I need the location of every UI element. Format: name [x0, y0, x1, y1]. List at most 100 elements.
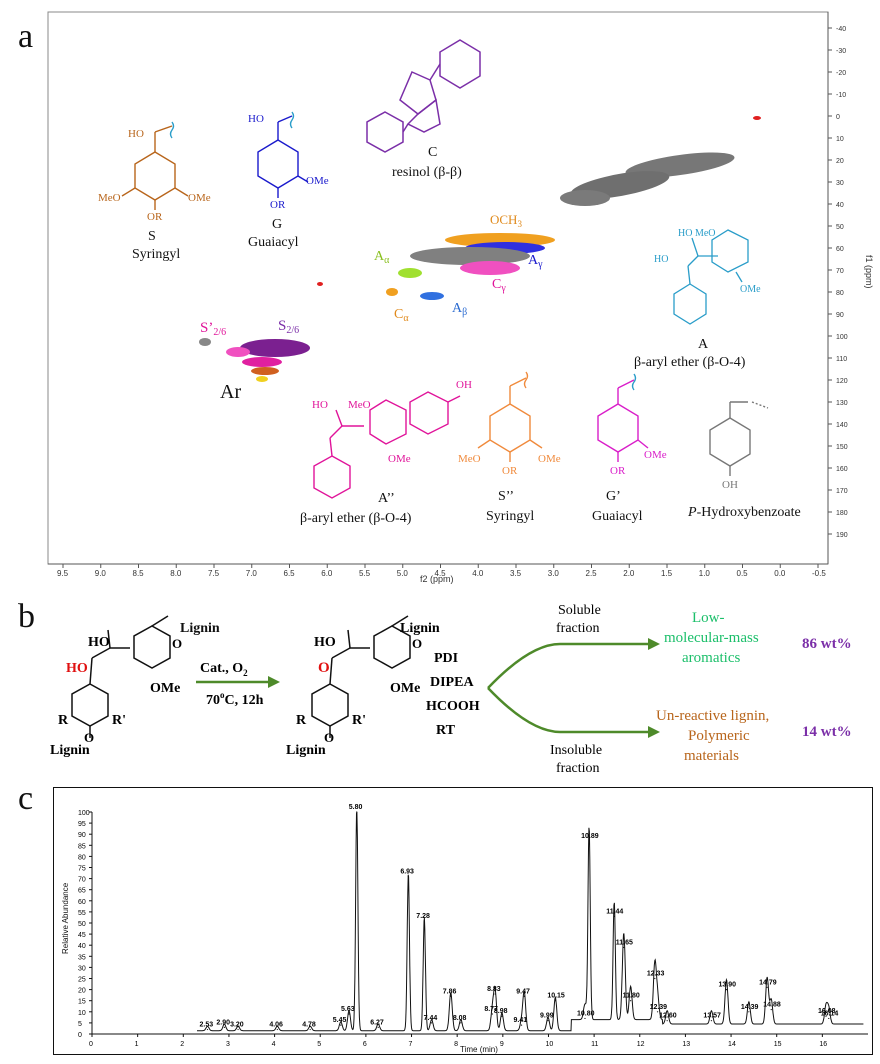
peak-red-small: [753, 116, 761, 120]
f1-tick-label: 10: [836, 136, 844, 143]
g-ho: HO: [248, 113, 264, 125]
c-peak-label: 13.90: [718, 982, 736, 989]
c-peak-label: 9.47: [516, 988, 530, 995]
f1-tick-label: 130: [836, 400, 848, 407]
peak-magenta-s26p: [226, 347, 250, 357]
c-y-tick: 75: [78, 866, 86, 873]
c-peak-point: [356, 811, 358, 813]
c-peak-point: [766, 986, 768, 988]
c-name: C: [428, 145, 437, 160]
c-x-tick: 15: [774, 1041, 782, 1048]
f1-tick-label: 140: [836, 422, 848, 429]
panel-b-label: b: [18, 598, 35, 635]
s2-desc: Syringyl: [486, 509, 534, 524]
g-name: G: [272, 217, 282, 232]
f1-tick-label: 0: [836, 114, 840, 121]
c-x-tick: 12: [637, 1041, 645, 1048]
c-peak-point: [630, 1000, 632, 1002]
gp-name: G’: [606, 489, 621, 504]
f2-tick-label: 6.0: [321, 569, 333, 578]
f2-tick-label: 3.5: [510, 569, 522, 578]
c-peak-point: [491, 1013, 493, 1015]
structure-a2: [313, 391, 461, 499]
gc-ms-chromatogram: Relative Abundance Time (min) 0510152025…: [61, 804, 868, 1054]
f1-tick-label: 70: [836, 268, 844, 275]
c-peak-point: [223, 1026, 225, 1028]
c-peak-label: 9.99: [540, 1013, 554, 1020]
c-peak-point: [494, 993, 496, 995]
f2-tick-label: 7.0: [246, 569, 258, 578]
peak-gray-3: [560, 190, 610, 206]
b-ome-1: OMe: [150, 681, 180, 696]
a2-ome: OMe: [388, 453, 411, 465]
c-y-tick: 50: [78, 921, 86, 928]
c-peak-label: 14.39: [741, 1004, 759, 1011]
c-peak-label: 5.45: [333, 1017, 347, 1024]
structure-a: [673, 229, 749, 325]
f2-tick-label: 3.0: [548, 569, 560, 578]
c-peak-label: 10.89: [581, 833, 599, 840]
c-peak-label: 7.86: [443, 988, 457, 995]
f1-tick-label: 100: [836, 334, 848, 341]
f1-tick-label: 110: [836, 356, 847, 363]
c-peak-point: [348, 1013, 350, 1015]
s2-name: S’’: [498, 489, 514, 504]
structure-p: [709, 401, 769, 476]
f2-tick-label: 1.0: [699, 569, 711, 578]
c-desc: resinol (β-β): [392, 165, 462, 180]
c-x-tick: 16: [819, 1041, 827, 1048]
c-x-tick: 11: [591, 1041, 598, 1048]
f2-tick-label: 6.5: [284, 569, 296, 578]
s2-meo: MeO: [458, 453, 481, 465]
c-peak-point: [340, 1024, 342, 1026]
b-yield-soluble: 86 wt%: [802, 636, 852, 652]
f1-tick-label: 120: [836, 378, 848, 385]
f2-tick-label: 9.0: [95, 569, 107, 578]
f1-tick-label: 30: [836, 180, 844, 187]
c-peak-label: 12.33: [647, 971, 665, 978]
f2-axis-label: f2 (ppm): [420, 574, 454, 584]
g-ome: OMe: [306, 175, 329, 187]
b-o-bottom-2: O: [324, 730, 334, 745]
b-soluble-1: Soluble: [558, 603, 601, 618]
peak-label-abeta: Aβ: [452, 301, 467, 318]
c-trace-line: [197, 811, 864, 1032]
c-peak-label: 16.14: [821, 1010, 839, 1017]
c-peak-label: 12.39: [650, 1004, 668, 1011]
a2-ho: HO: [312, 399, 328, 411]
b-ho-red-1: HO: [66, 661, 88, 676]
a-ho-meo: HO MeO: [678, 228, 716, 239]
b-product-insoluble-1: Un-reactive lignin,: [656, 708, 769, 724]
gp-ome: OMe: [644, 449, 667, 461]
f2-tick-label: 4.5: [435, 569, 447, 578]
peak-label-calpha: Cα: [394, 307, 409, 324]
g-desc: Guaiacyl: [248, 235, 299, 250]
c-x-tick: 8: [454, 1041, 458, 1048]
a2-name: A’’: [378, 491, 395, 506]
c-peak-point: [748, 1011, 750, 1013]
peak-label-och3: OCH3: [490, 212, 522, 229]
peak-label-cgamma: Cγ: [492, 277, 506, 294]
c-x-tick: 6: [363, 1041, 367, 1048]
c-peak-point: [276, 1028, 278, 1031]
c-peak-label: 2.53: [199, 1022, 213, 1029]
b-step1-top: Cat., O2: [200, 661, 248, 678]
c-peak-point: [666, 1020, 668, 1022]
f2-tick-label: 8.5: [133, 569, 145, 578]
c-peak-label: 11.44: [606, 908, 623, 915]
b-lignin-top-1: Lignin: [180, 621, 220, 636]
f1-tick-label: -10: [836, 92, 846, 99]
c-x-tick: 1: [135, 1041, 139, 1048]
peak-label-aalpha: Aα: [374, 249, 390, 266]
c-y-tick: 15: [78, 999, 86, 1006]
b-o-top-2: O: [412, 636, 422, 651]
c-peak-label: 8.77: [484, 1006, 498, 1013]
f2-tick-label: 9.5: [57, 569, 69, 578]
b-o-bottom-1: O: [84, 730, 94, 745]
c-xlabel: Time (min): [460, 1045, 498, 1054]
f1-tick-label: 60: [836, 246, 844, 253]
c-peak-point: [710, 1020, 713, 1022]
c-y-tick: 0: [78, 1032, 82, 1039]
peak-blue-abeta: [420, 292, 444, 300]
c-peak-label: 14.79: [759, 979, 777, 986]
